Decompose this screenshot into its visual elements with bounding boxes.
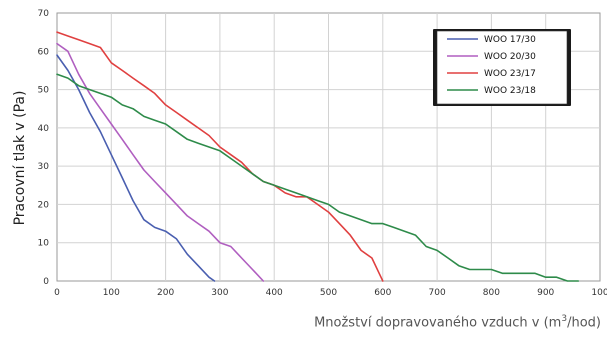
x-axis-label-superscript: 3 <box>561 314 568 324</box>
x-tick-label: 200 <box>157 288 174 298</box>
legend-label-woo-23-17: WOO 23/17 <box>484 69 536 79</box>
x-axis-label: Množství dopravovaného vzduch v (m3/hod) <box>314 314 601 330</box>
x-axis-label-main: Množství dopravovaného vzduch v (m <box>314 315 562 331</box>
x-tick-label: 300 <box>211 288 228 298</box>
y-tick-label: 0 <box>43 277 49 287</box>
x-axis-ticks: 0 100 200 300 400 500 600 700 800 900 100 <box>54 288 607 298</box>
x-tick-label: 800 <box>483 288 500 298</box>
x-tick-label: 600 <box>374 288 391 298</box>
y-tick-label: 70 <box>38 9 50 19</box>
legend-label-woo-23-18: WOO 23/18 <box>484 86 536 96</box>
x-tick-label: 700 <box>429 288 446 298</box>
y-tick-label: 40 <box>38 124 50 134</box>
y-tick-label: 30 <box>38 162 50 172</box>
series-line-woo-20-30 <box>56 42 265 282</box>
legend-label-woo-17-30: WOO 17/30 <box>484 35 536 45</box>
y-tick-label: 60 <box>38 47 50 57</box>
series-line-woo-17-30 <box>56 54 216 282</box>
y-tick-label: 50 <box>38 86 50 96</box>
y-axis-label: Pracovní tlak v (Pa) <box>12 91 28 226</box>
x-axis-label-tail: /hod) <box>567 315 601 331</box>
x-tick-label: 900 <box>537 288 554 298</box>
series-line-woo-23-18 <box>56 73 580 282</box>
x-tick-label: 400 <box>266 288 283 298</box>
legend: WOO 17/30 WOO 20/30 WOO 23/17 WOO 23/18 <box>433 29 571 106</box>
x-tick-label: 0 <box>54 288 60 298</box>
y-axis-ticks: 0 10 20 30 40 50 60 70 <box>38 9 50 287</box>
x-tick-label: 100 <box>591 288 607 298</box>
y-tick-label: 10 <box>38 239 50 249</box>
x-tick-label: 500 <box>320 288 337 298</box>
x-tick-label: 100 <box>103 288 120 298</box>
series-layer <box>56 31 580 282</box>
series-line-woo-23-17 <box>56 31 384 282</box>
y-tick-label: 20 <box>38 200 50 210</box>
legend-label-woo-20-30: WOO 20/30 <box>484 52 536 62</box>
